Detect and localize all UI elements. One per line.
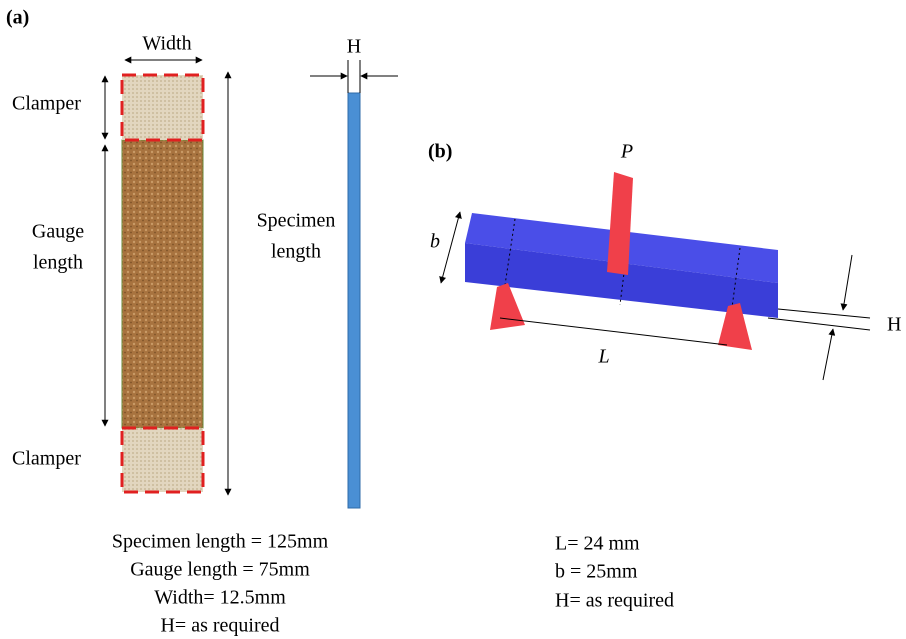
b-label: b — [430, 231, 440, 253]
h-arrow — [823, 329, 833, 380]
panel-label: (a) — [6, 7, 29, 29]
page: (a) Width Clamper Gauge length Clamper S… — [0, 0, 906, 639]
h-arrow — [843, 255, 852, 310]
gauge-label: Gauge — [32, 221, 84, 243]
bottom-clamp — [122, 428, 203, 492]
gauge-label: length — [33, 252, 83, 274]
span-line — [500, 318, 727, 345]
caption: H= as required — [555, 590, 674, 612]
top-clamp — [122, 75, 203, 140]
gauge-section — [122, 140, 203, 428]
caption: Specimen length = 125mm — [112, 531, 329, 553]
caption: Gauge length = 75mm — [130, 559, 310, 581]
specimen-length-label: length — [271, 241, 321, 263]
caption: Width= 12.5mm — [154, 587, 286, 609]
side-view — [348, 93, 360, 508]
p-label: P — [620, 141, 633, 163]
caption: L= 24 mm — [555, 533, 640, 555]
panel-label: (b) — [428, 141, 452, 163]
dim-line — [778, 309, 870, 318]
l-label: L — [597, 346, 609, 368]
h-label: H — [347, 36, 361, 58]
clamper-label: Clamper — [12, 93, 81, 115]
b-arrow — [441, 212, 460, 283]
diagram: (a) Width Clamper Gauge length Clamper S… — [0, 0, 906, 639]
specimen-length-label: Specimen — [257, 210, 336, 232]
h-label: H — [887, 314, 901, 336]
dim-line — [768, 318, 870, 330]
caption: H= as required — [160, 615, 279, 637]
support — [490, 283, 525, 330]
clamper-label: Clamper — [12, 448, 81, 470]
width-label: Width — [142, 33, 191, 55]
caption: b = 25mm — [555, 561, 638, 583]
